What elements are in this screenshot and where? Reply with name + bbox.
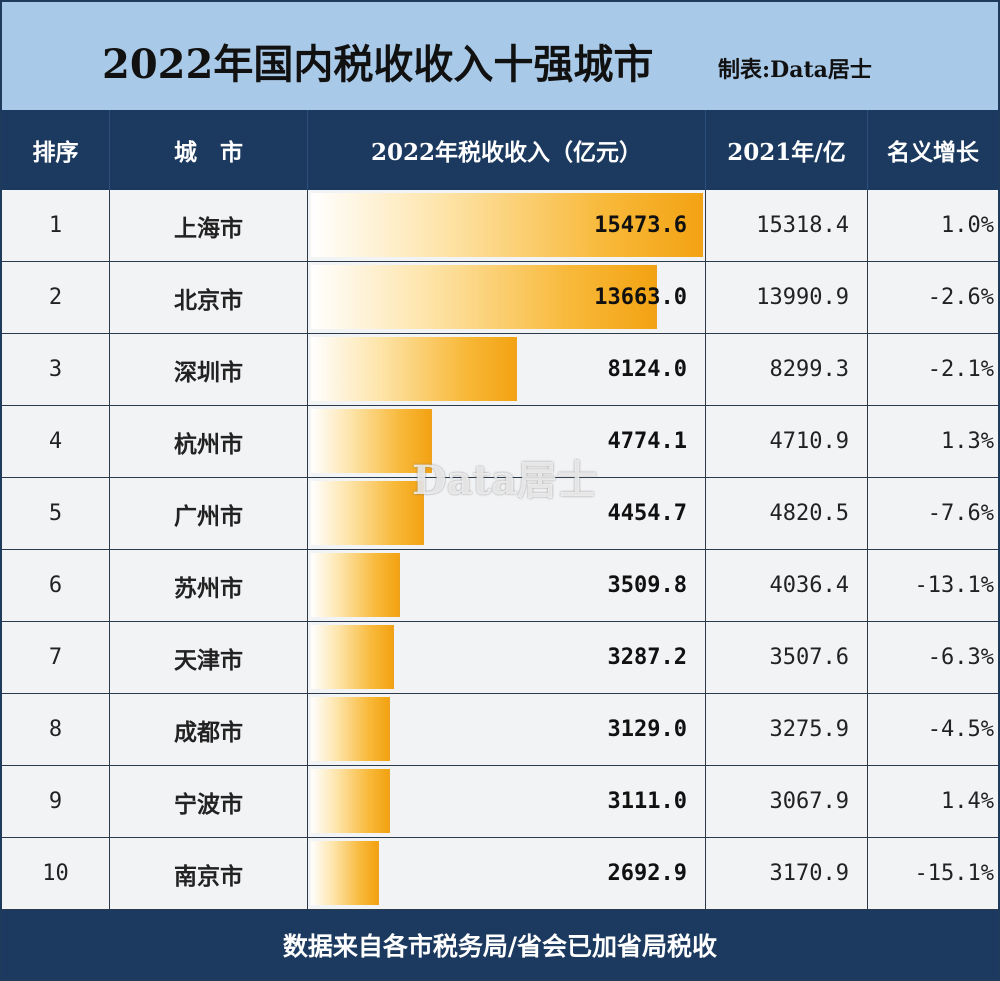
rank-cell: 2	[2, 262, 110, 333]
city-cell: 北京市	[110, 262, 308, 333]
tax-2022-value: 3129.0	[607, 717, 687, 742]
tax-bar	[311, 265, 657, 329]
tax-2022-value: 2692.9	[607, 861, 687, 886]
city-cell: 南京市	[110, 838, 308, 909]
city-cell: 深圳市	[110, 334, 308, 405]
tax-bar	[311, 409, 432, 473]
table-row: 2 北京市 13663.0 13990.9 -2.6%	[2, 262, 998, 334]
tax-bar	[311, 697, 390, 761]
rank-cell: 7	[2, 622, 110, 693]
table-row: 1 上海市 15473.6 15318.4 1.0%	[2, 190, 998, 262]
tax-2021-cell: 3170.9	[706, 838, 868, 909]
growth-cell: -2.6%	[927, 285, 994, 310]
growth-cell: -2.1%	[927, 357, 994, 382]
growth-cell: 1.0%	[941, 213, 994, 238]
growth-cell: -15.1%	[914, 861, 994, 886]
page-title: 2022年国内税收收入十强城市	[102, 41, 654, 88]
rank-cell: 3	[2, 334, 110, 405]
tax-2022-cell: 13663.0	[308, 262, 706, 333]
table-row: 6 苏州市 3509.8 4036.4 -13.1%	[2, 550, 998, 622]
city-cell: 苏州市	[110, 550, 308, 621]
table-row: 7 天津市 3287.2 3507.6 -6.3%	[2, 622, 998, 694]
growth-cell: -4.5%	[927, 717, 994, 742]
growth-cell: 1.3%	[941, 429, 994, 454]
tax-2021-cell: 3507.6	[706, 622, 868, 693]
header-city: 城 市	[110, 110, 308, 190]
tax-bar	[311, 337, 517, 401]
header-rank: 排序	[2, 110, 110, 190]
table-row: 10 南京市 2692.9 3170.9 -15.1%	[2, 838, 998, 910]
table-row: 4 杭州市 4774.1 4710.9 1.3%	[2, 406, 998, 478]
tax-bar	[311, 481, 424, 545]
header-growth: 名义增长	[887, 139, 979, 166]
rank-cell: 10	[2, 838, 110, 909]
tax-2022-cell: 2692.9	[308, 838, 706, 909]
tax-2022-cell: 3111.0	[308, 766, 706, 837]
credit-label: 制表:Data居士	[718, 57, 872, 83]
tax-2022-value: 3287.2	[607, 645, 687, 670]
tax-bar	[311, 841, 379, 905]
tax-2022-value: 8124.0	[607, 357, 687, 382]
tax-2022-cell: 4454.7	[308, 478, 706, 549]
table-row: 9 宁波市 3111.0 3067.9 1.4%	[2, 766, 998, 838]
tax-2021-cell: 8299.3	[706, 334, 868, 405]
tax-2021-cell: 4820.5	[706, 478, 868, 549]
city-cell: 天津市	[110, 622, 308, 693]
tax-2022-value: 3509.8	[607, 573, 687, 598]
table-row: 5 广州市 4454.7 4820.5 -7.6%	[2, 478, 998, 550]
city-cell: 广州市	[110, 478, 308, 549]
rank-cell: 4	[2, 406, 110, 477]
city-cell: 上海市	[110, 190, 308, 261]
header-tax-2021: 2021年/亿	[706, 110, 868, 190]
tax-2022-cell: 3129.0	[308, 694, 706, 765]
tax-2021-cell: 3067.9	[706, 766, 868, 837]
tax-2022-value: 3111.0	[607, 789, 687, 814]
tax-2021-cell: 15318.4	[706, 190, 868, 261]
title-bar: 2022年国内税收收入十强城市 制表:Data居士	[2, 2, 998, 110]
tax-2022-value: 4774.1	[607, 429, 687, 454]
tax-bar	[311, 553, 400, 617]
rank-cell: 5	[2, 478, 110, 549]
tax-bar	[311, 769, 390, 833]
rank-cell: 6	[2, 550, 110, 621]
growth-cell: -13.1%	[914, 573, 994, 598]
growth-cell: -7.6%	[927, 501, 994, 526]
tax-2021-cell: 3275.9	[706, 694, 868, 765]
tax-2022-cell: 15473.6	[308, 190, 706, 261]
tax-2022-cell: 3509.8	[308, 550, 706, 621]
tax-2021-cell: 4036.4	[706, 550, 868, 621]
table-row: 8 成都市 3129.0 3275.9 -4.5%	[2, 694, 998, 766]
tax-2021-cell: 13990.9	[706, 262, 868, 333]
tax-2022-cell: 3287.2	[308, 622, 706, 693]
rank-cell: 1	[2, 190, 110, 261]
tax-2021-cell: 4710.9	[706, 406, 868, 477]
tax-2022-cell: 4774.1	[308, 406, 706, 477]
table-header: 排序 城 市 2022年税收收入（亿元） 2021年/亿 名义增长	[2, 110, 998, 190]
city-cell: 成都市	[110, 694, 308, 765]
tax-2022-value: 4454.7	[607, 501, 687, 526]
footer-note: 数据来自各市税务局/省会已加省局税收	[2, 910, 998, 979]
city-cell: 杭州市	[110, 406, 308, 477]
growth-cell: -6.3%	[927, 645, 994, 670]
tax-bar	[311, 625, 394, 689]
rank-cell: 8	[2, 694, 110, 765]
tax-bar	[311, 193, 703, 257]
tax-2022-value: 13663.0	[594, 285, 687, 310]
tax-2022-cell: 8124.0	[308, 334, 706, 405]
city-cell: 宁波市	[110, 766, 308, 837]
rank-cell: 9	[2, 766, 110, 837]
header-tax-2022: 2022年税收收入（亿元）	[308, 110, 706, 190]
tax-2022-value: 15473.6	[594, 213, 687, 238]
table-row: 3 深圳市 8124.0 8299.3 -2.1%	[2, 334, 998, 406]
growth-cell: 1.4%	[941, 789, 994, 814]
